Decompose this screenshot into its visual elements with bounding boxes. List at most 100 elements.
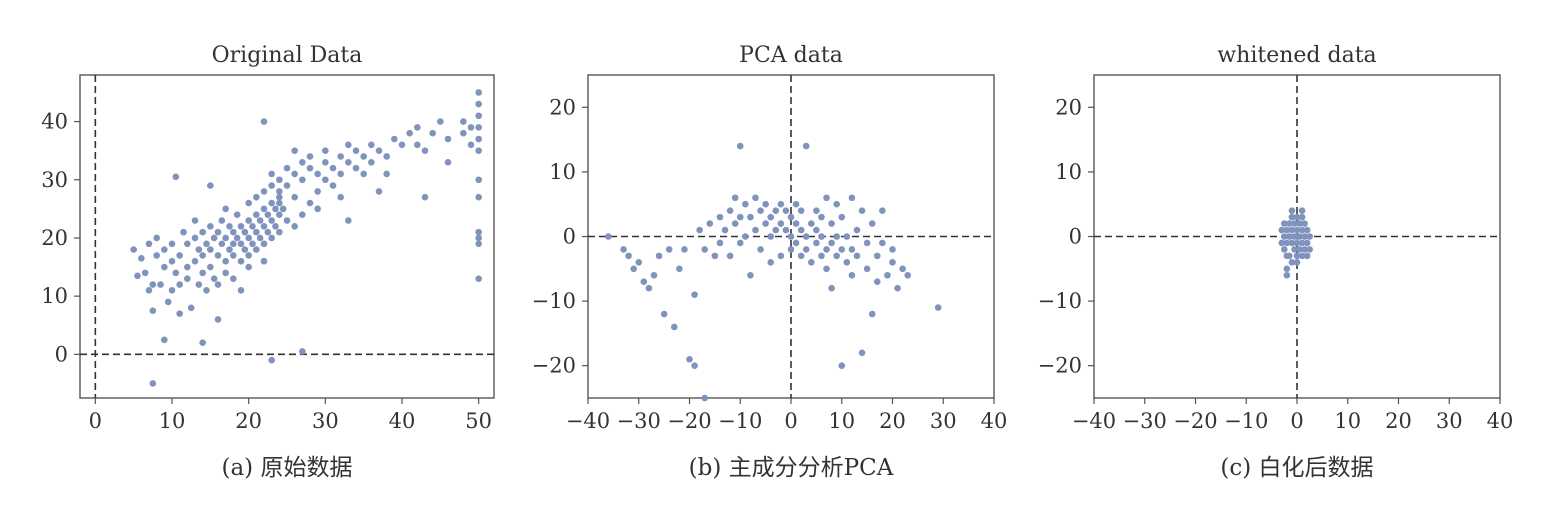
data-point xyxy=(742,200,749,208)
data-point xyxy=(762,200,769,208)
data-point xyxy=(691,291,698,298)
data-point xyxy=(1291,246,1298,253)
data-point xyxy=(747,271,754,279)
x-tick-label: 0 xyxy=(89,409,102,433)
data-point xyxy=(437,118,444,125)
data-point xyxy=(1288,213,1296,221)
data-point xyxy=(681,246,688,253)
data-point xyxy=(222,257,229,265)
data-point xyxy=(858,207,866,214)
data-point xyxy=(168,287,176,294)
data-point xyxy=(260,257,268,265)
data-point xyxy=(1283,271,1291,279)
data-point xyxy=(1298,207,1306,214)
data-point xyxy=(1286,220,1293,227)
x-tick-label: 0 xyxy=(1290,409,1303,433)
data-point xyxy=(650,271,658,279)
data-point xyxy=(460,118,467,125)
x-tick-label: 30 xyxy=(930,409,957,433)
data-point xyxy=(161,336,168,344)
data-point xyxy=(726,252,734,260)
x-tick-label: −20 xyxy=(667,409,711,433)
data-point xyxy=(686,355,693,363)
data-point xyxy=(360,170,367,178)
data-point xyxy=(429,129,436,137)
data-point xyxy=(848,271,856,279)
y-tick-label: −20 xyxy=(532,354,576,378)
data-point xyxy=(1298,239,1306,247)
data-point xyxy=(1293,213,1301,221)
data-point xyxy=(157,281,164,288)
data-point xyxy=(818,233,825,240)
y-tick-label: −10 xyxy=(532,289,576,313)
data-point xyxy=(475,234,482,242)
data-point xyxy=(153,252,160,259)
data-point xyxy=(253,193,260,201)
data-point xyxy=(858,349,866,357)
data-point xyxy=(605,233,612,240)
data-point xyxy=(375,188,383,195)
data-point xyxy=(1288,259,1296,266)
x-tick-label: −40 xyxy=(566,409,610,433)
data-point xyxy=(879,239,886,247)
data-point xyxy=(736,213,744,221)
data-point xyxy=(149,380,157,387)
x-tick-label: 0 xyxy=(784,409,797,433)
data-point xyxy=(260,223,268,230)
data-point xyxy=(256,217,264,224)
data-point xyxy=(475,240,482,248)
data-point xyxy=(241,228,249,236)
data-point xyxy=(863,239,871,247)
data-point xyxy=(283,217,291,224)
data-point xyxy=(168,257,176,265)
data-point xyxy=(199,252,206,259)
data-point xyxy=(1278,239,1286,247)
data-point xyxy=(873,252,881,260)
data-point xyxy=(391,135,398,143)
data-point xyxy=(934,304,942,311)
data-point xyxy=(777,252,785,260)
data-point xyxy=(322,176,329,184)
panel-whitened-data: whitened data −40 −30 −20 −10 0 10 20 30 40−20−1… xyxy=(1038,43,1514,481)
data-point xyxy=(1306,233,1313,240)
data-point xyxy=(230,240,237,248)
data-point xyxy=(191,257,199,265)
data-point xyxy=(767,259,774,266)
data-point xyxy=(676,265,683,273)
x-tick-label: 40 xyxy=(389,409,416,433)
data-point xyxy=(276,176,283,184)
data-point xyxy=(701,246,709,253)
data-point xyxy=(838,362,846,370)
data-point xyxy=(802,142,810,150)
data-point xyxy=(848,194,856,202)
data-point xyxy=(721,226,729,234)
data-point xyxy=(145,240,153,248)
data-point xyxy=(467,141,475,149)
data-point xyxy=(260,188,268,195)
data-point xyxy=(833,252,840,260)
data-point xyxy=(767,213,774,221)
data-point xyxy=(176,310,183,317)
y-tick-label: 20 xyxy=(549,95,576,119)
data-point xyxy=(889,246,896,253)
y-tick-label: 10 xyxy=(549,160,576,184)
data-point xyxy=(195,246,203,253)
data-point xyxy=(406,129,413,137)
data-point xyxy=(249,223,256,230)
data-point xyxy=(421,147,429,154)
data-point xyxy=(813,226,820,234)
data-point xyxy=(706,220,714,227)
data-point xyxy=(291,193,298,201)
data-point xyxy=(792,220,800,227)
data-point xyxy=(360,153,367,160)
data-point xyxy=(233,234,241,242)
data-point xyxy=(772,207,780,214)
data-point xyxy=(207,263,214,271)
data-point xyxy=(1281,220,1288,227)
data-point xyxy=(226,246,233,253)
data-point xyxy=(149,307,157,315)
scatter-points xyxy=(605,142,942,402)
